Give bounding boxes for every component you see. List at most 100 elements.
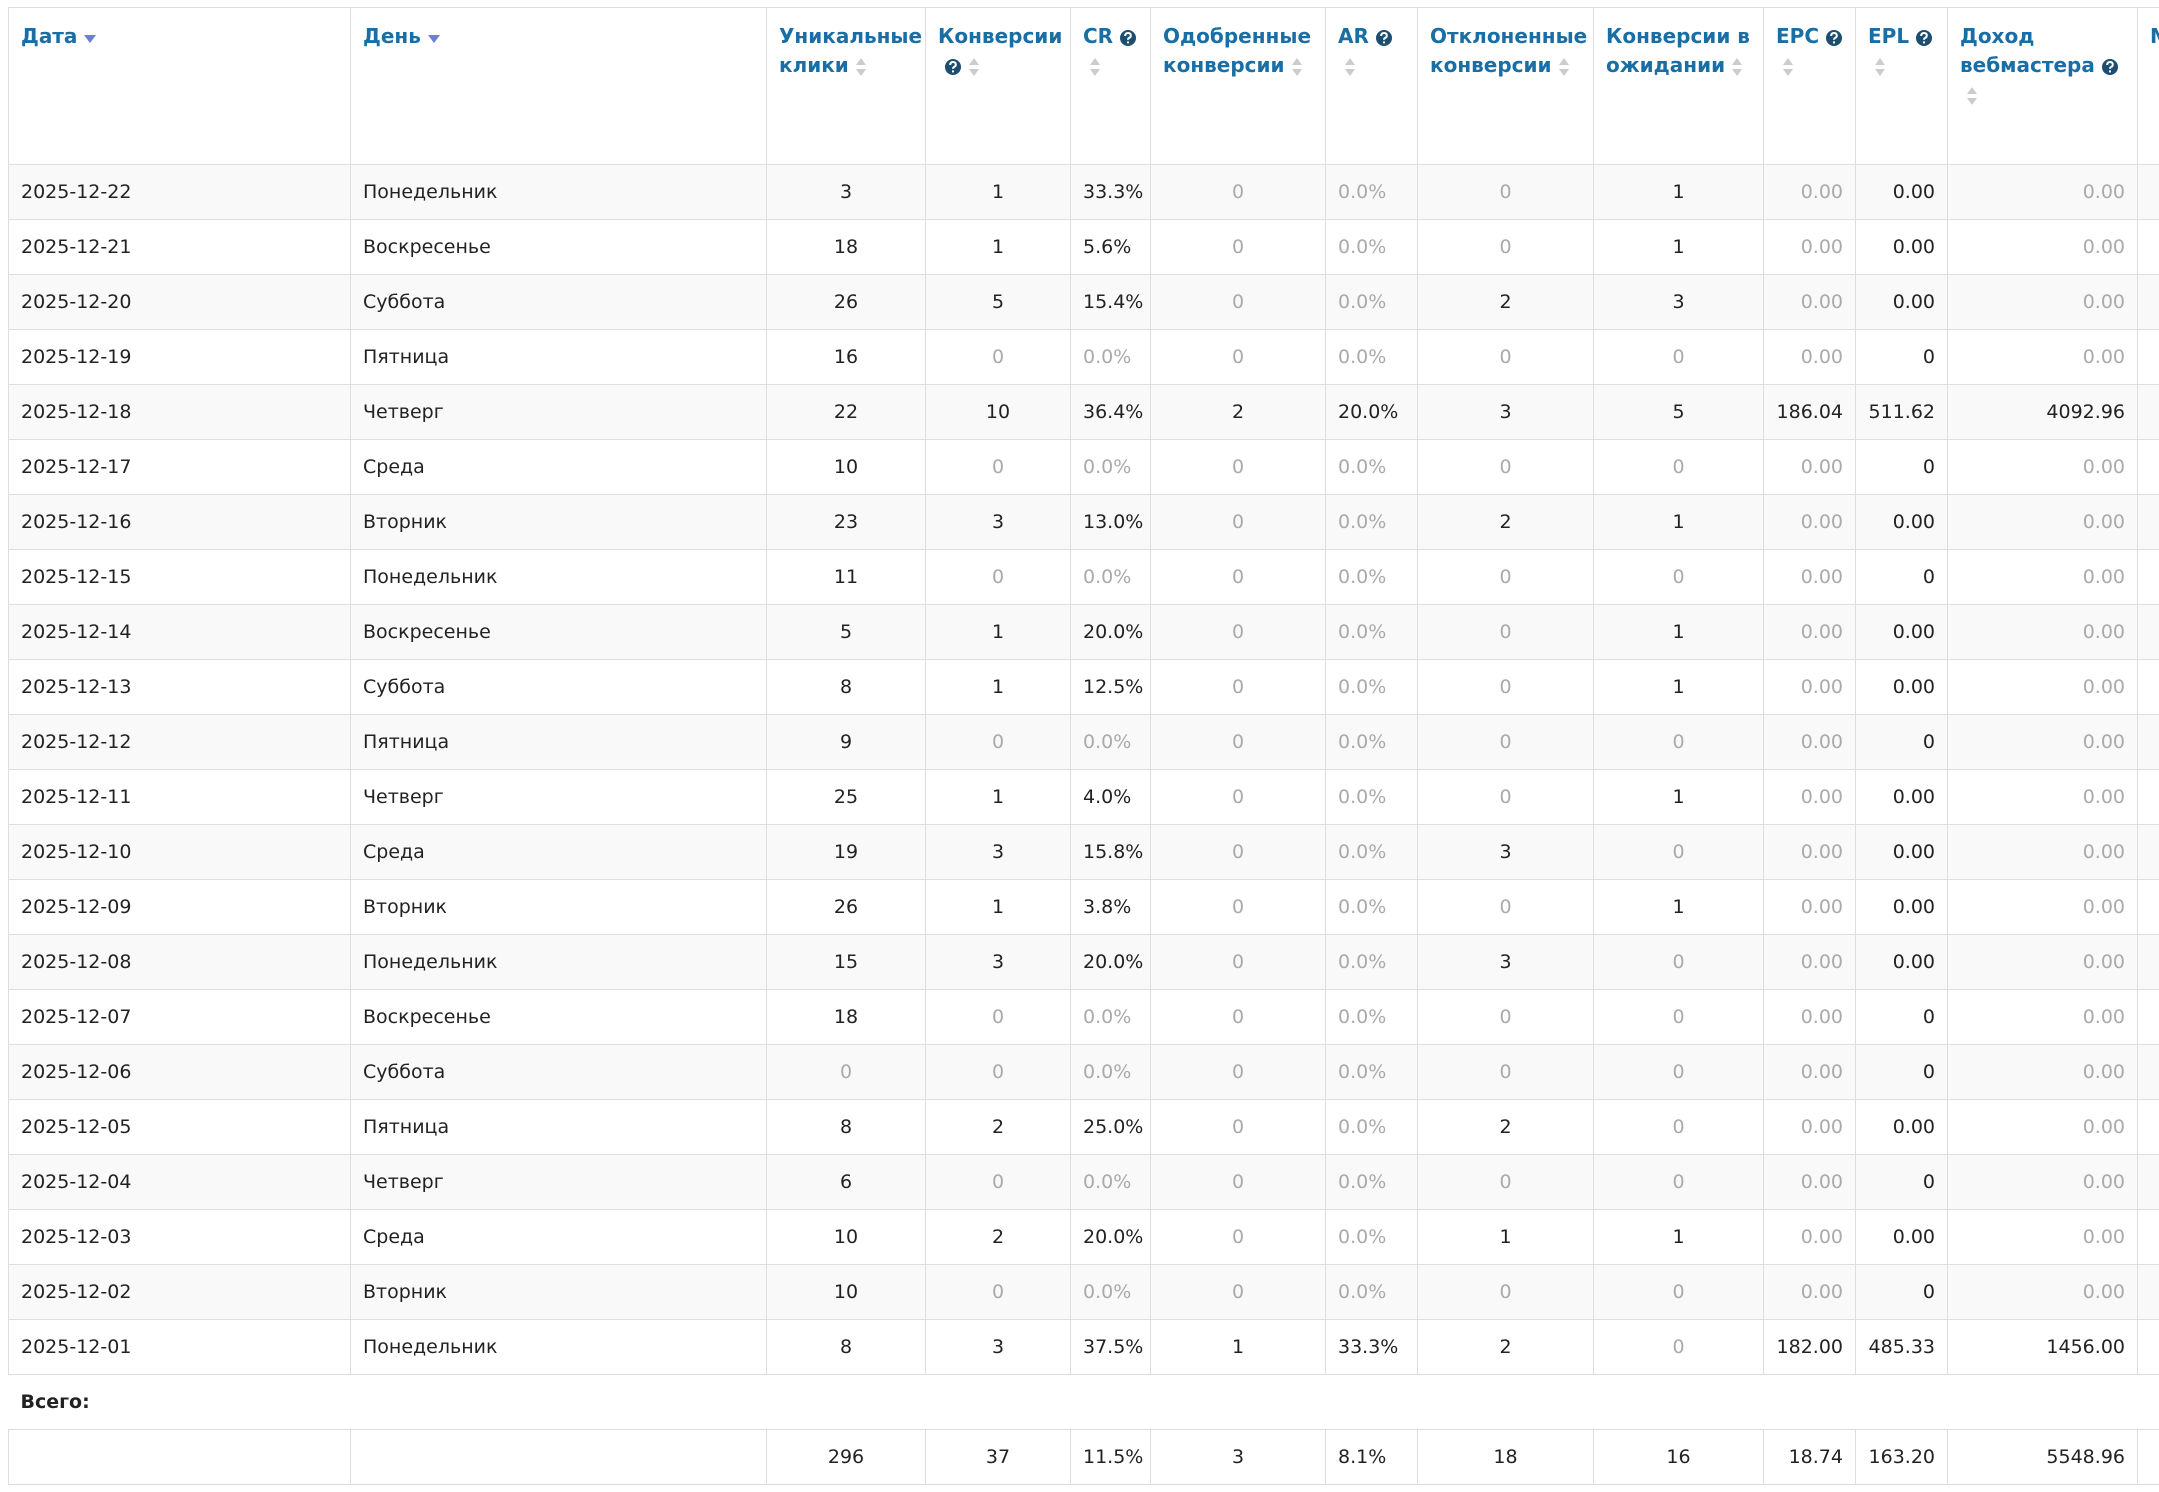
cell: 0.0%: [1070, 714, 1151, 770]
total-label-row: Всего:: [8, 1374, 2159, 1430]
empty-cell: [2137, 439, 2159, 495]
cell: 0: [1150, 604, 1326, 660]
cell: 0: [1593, 1044, 1764, 1100]
data-row: 2025-12-20 Суббота 26 5 15.4% 0 0.0% 2 3 0.00 0.00…: [8, 274, 2159, 330]
cell: 0.00: [1855, 604, 1948, 660]
cell: 2025-12-12: [8, 714, 351, 770]
cell: 0.0%: [1325, 219, 1418, 275]
cell: Воскресенье: [350, 604, 767, 660]
cell: 0.00: [1947, 1209, 2138, 1265]
cell: Вторник: [350, 494, 767, 550]
cell: 0.00: [1763, 879, 1856, 935]
column-header[interactable]: Доход вебмастера: [1947, 7, 2138, 165]
cell: 0: [1855, 1264, 1948, 1320]
header-text: Конверсии в ожидании: [1606, 24, 1750, 77]
cell: 2025-12-04: [8, 1154, 351, 1210]
cell: Суббота: [350, 659, 767, 715]
cell: 18: [766, 989, 926, 1045]
cell: 0.0%: [1070, 1154, 1151, 1210]
header-text: Дата: [21, 24, 78, 48]
help-icon: [1916, 29, 1933, 46]
cell: 0: [1593, 989, 1764, 1045]
cell: 0.0%: [1325, 164, 1418, 220]
column-header[interactable]: EPC: [1763, 7, 1856, 165]
header-text: EPL: [1868, 24, 1910, 48]
cell: Пятница: [350, 714, 767, 770]
cell: 33.3%: [1070, 164, 1151, 220]
cell: 10: [925, 384, 1071, 440]
cell: 0: [925, 1264, 1071, 1320]
column-header[interactable]: EPL: [1855, 7, 1948, 165]
total-cell: 3: [1150, 1429, 1326, 1485]
cell: 2025-12-20: [8, 274, 351, 330]
cell: 0.00: [1763, 1209, 1856, 1265]
cell: 3: [1417, 934, 1594, 990]
header-text: EPC: [1776, 24, 1819, 48]
cell: 0: [1417, 164, 1594, 220]
column-header[interactable]: AR: [1325, 7, 1418, 165]
empty-cell: [2137, 769, 2159, 825]
cell: 0.00: [1855, 164, 1948, 220]
cell: 0.00: [1763, 549, 1856, 605]
empty-cell: [2137, 219, 2159, 275]
cell: 2025-12-13: [8, 659, 351, 715]
header-text: Уникальные клики: [779, 24, 923, 77]
header-row: Дата День Уникальные клики Конверсии CR Одобр…: [8, 7, 2159, 165]
cell: 1: [1593, 879, 1764, 935]
column-header[interactable]: Конверсии: [925, 7, 1071, 165]
column-header[interactable]: CR: [1070, 7, 1151, 165]
total-cell: 163.20: [1855, 1429, 1948, 1485]
column-header[interactable]: Отклоненные конверсии: [1417, 7, 1594, 165]
empty-cell: [2137, 274, 2159, 330]
cell: 0.00: [1763, 1044, 1856, 1100]
empty-cell: [8, 1429, 351, 1485]
cell: 0: [1417, 769, 1594, 825]
cell: 0: [1150, 1154, 1326, 1210]
cell: Понедельник: [350, 1319, 767, 1375]
cell: 0.00: [1763, 1099, 1856, 1155]
empty-cell: [2137, 934, 2159, 990]
cell: 1: [1593, 604, 1764, 660]
data-row: 2025-12-06 Суббота 0 0 0.0% 0 0.0% 0 0 0.00 0 0.00: [8, 1044, 2159, 1100]
cell: 1: [1593, 659, 1764, 715]
data-row: 2025-12-10 Среда 19 3 15.8% 0 0.0% 3 0 0.00 0.00 0.…: [8, 824, 2159, 880]
cell: 12.5%: [1070, 659, 1151, 715]
column-header[interactable]: Дата: [8, 7, 351, 165]
cell: Воскресенье: [350, 989, 767, 1045]
column-header[interactable]: День: [350, 7, 767, 165]
cell: Понедельник: [350, 934, 767, 990]
sort-icon: [1345, 57, 1355, 76]
cell: 2025-12-01: [8, 1319, 351, 1375]
cell: 0: [1150, 549, 1326, 605]
cell: 0.00: [1947, 439, 2138, 495]
cell: 1: [1593, 494, 1764, 550]
cell: 23: [766, 494, 926, 550]
data-row: 2025-12-14 Воскресенье 5 1 20.0% 0 0.0% 0 1 0.00 0…: [8, 604, 2159, 660]
cell: 0: [1150, 164, 1326, 220]
empty-cell: [2137, 1044, 2159, 1100]
cell: 0: [1150, 934, 1326, 990]
cell: 0.00: [1763, 934, 1856, 990]
cell: 0.0%: [1325, 934, 1418, 990]
data-row: 2025-12-09 Вторник 26 1 3.8% 0 0.0% 0 1 0.00 0.00 0…: [8, 879, 2159, 935]
column-header[interactable]: Одобренные конверсии: [1150, 7, 1326, 165]
sort-icon: [1875, 57, 1885, 76]
cell: 1: [1593, 164, 1764, 220]
cell: 33.3%: [1325, 1319, 1418, 1375]
column-header[interactable]: Конверсии в ожидании: [1593, 7, 1764, 165]
cell: 0.00: [1763, 494, 1856, 550]
cell: 0.00: [1763, 1264, 1856, 1320]
cell: 10: [766, 1264, 926, 1320]
cell: 2025-12-15: [8, 549, 351, 605]
cell: 2025-12-19: [8, 329, 351, 385]
empty-cell: [2137, 494, 2159, 550]
column-header[interactable]: М: [2137, 7, 2159, 165]
empty-cell: [2137, 714, 2159, 770]
total-label: Всего:: [8, 1374, 2159, 1430]
column-header[interactable]: Уникальные клики: [766, 7, 926, 165]
header-text: Доход вебмастера: [1960, 24, 2095, 77]
cell: 0: [1150, 494, 1326, 550]
cell: 1: [925, 879, 1071, 935]
cell: 2025-12-06: [8, 1044, 351, 1100]
